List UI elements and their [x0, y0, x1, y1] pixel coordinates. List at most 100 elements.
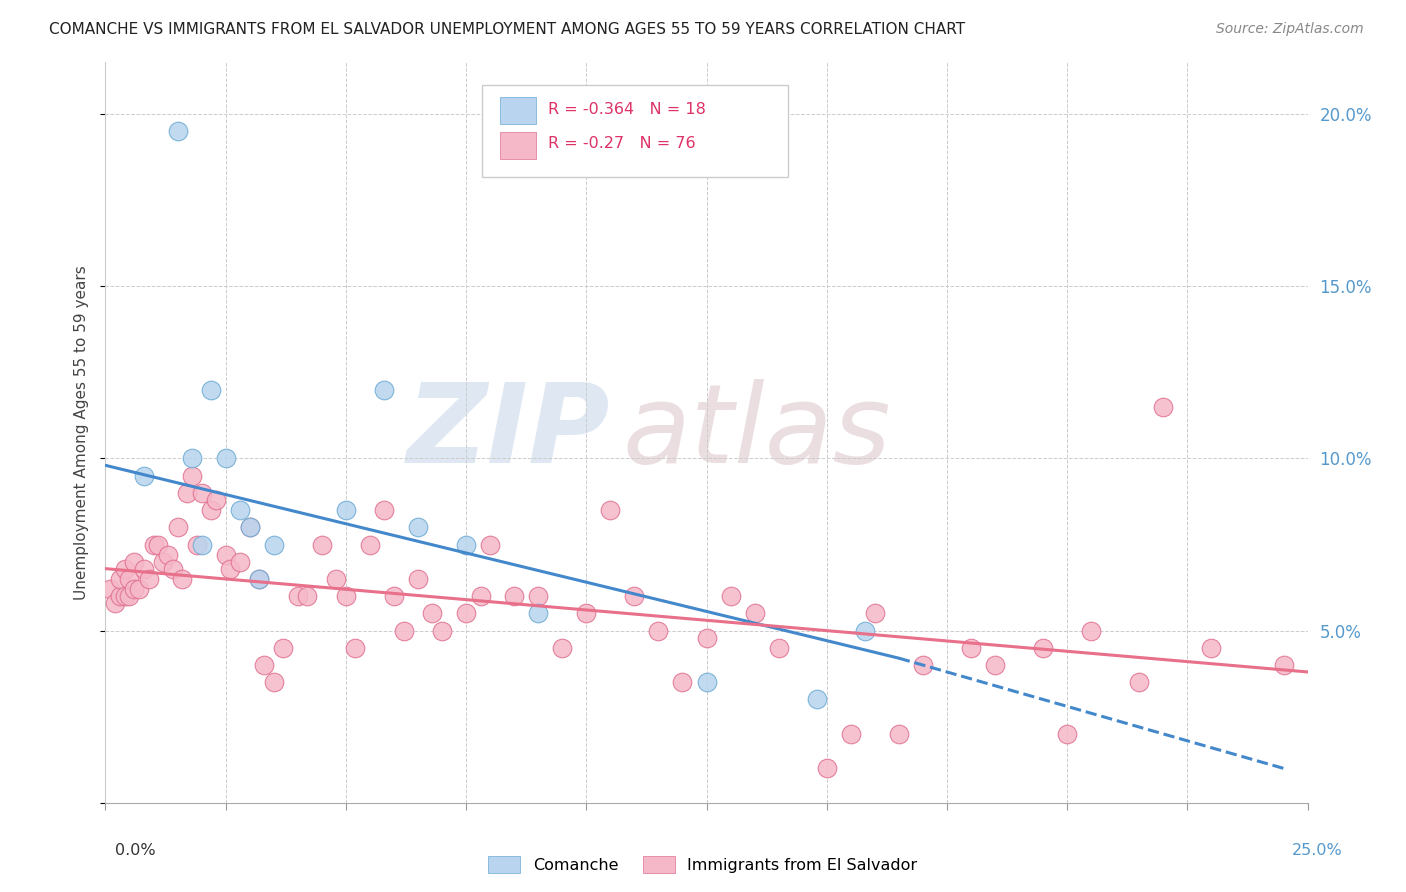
Point: [422, 607, 444, 621]
Point: [1152, 400, 1174, 414]
Point: [128, 582, 150, 597]
Point: [430, 624, 453, 638]
Point: [647, 624, 669, 638]
Point: [181, 451, 204, 466]
Point: [239, 520, 262, 534]
Point: [373, 503, 395, 517]
Point: [186, 537, 208, 551]
Point: [456, 607, 478, 621]
Point: [200, 503, 222, 517]
Point: [1032, 640, 1054, 655]
Point: [114, 589, 136, 603]
Point: [142, 537, 165, 551]
Point: [166, 520, 188, 534]
Point: [456, 537, 478, 551]
Point: [108, 572, 131, 586]
Text: atlas: atlas: [623, 379, 891, 486]
Point: [984, 658, 1007, 673]
Point: [98, 582, 121, 597]
Point: [406, 520, 429, 534]
Point: [392, 624, 415, 638]
Legend: Comanche, Immigrants from El Salvador: Comanche, Immigrants from El Salvador: [488, 856, 918, 873]
Point: [214, 548, 236, 562]
Point: [311, 537, 333, 551]
Y-axis label: Unemployment Among Ages 55 to 59 years: Unemployment Among Ages 55 to 59 years: [75, 265, 90, 600]
Point: [162, 561, 184, 575]
Point: [118, 589, 141, 603]
Point: [863, 607, 886, 621]
Point: [1056, 727, 1078, 741]
Point: [623, 589, 645, 603]
Point: [253, 658, 276, 673]
Point: [382, 589, 405, 603]
Point: [575, 607, 598, 621]
Point: [108, 589, 131, 603]
Point: [176, 486, 198, 500]
Point: [887, 727, 910, 741]
Point: [527, 607, 550, 621]
Point: [853, 624, 876, 638]
Point: [815, 761, 838, 775]
Point: [273, 640, 295, 655]
FancyBboxPatch shape: [482, 85, 789, 178]
Point: [527, 589, 550, 603]
Point: [696, 675, 718, 690]
Point: [132, 561, 155, 575]
Point: [229, 503, 252, 517]
Point: [247, 572, 270, 586]
Point: [239, 520, 262, 534]
Point: [1201, 640, 1223, 655]
Point: [138, 572, 160, 586]
Point: [344, 640, 367, 655]
Point: [960, 640, 983, 655]
Point: [470, 589, 492, 603]
Text: 25.0%: 25.0%: [1292, 843, 1343, 858]
Point: [671, 675, 693, 690]
Point: [359, 537, 381, 551]
Text: ZIP: ZIP: [406, 379, 610, 486]
Point: [297, 589, 319, 603]
Point: [156, 548, 179, 562]
Point: [263, 675, 285, 690]
Point: [479, 537, 502, 551]
Point: [214, 451, 236, 466]
Point: [406, 572, 429, 586]
Point: [114, 561, 136, 575]
Point: [172, 572, 194, 586]
Point: [263, 537, 285, 551]
Text: 0.0%: 0.0%: [115, 843, 156, 858]
Point: [806, 692, 828, 706]
Point: [190, 486, 212, 500]
Point: [911, 658, 934, 673]
Bar: [499, 97, 536, 124]
Point: [1128, 675, 1150, 690]
Point: [181, 468, 204, 483]
Point: [1080, 624, 1102, 638]
Point: [599, 503, 621, 517]
Point: [335, 589, 357, 603]
Point: [132, 468, 155, 483]
Point: [152, 555, 174, 569]
Point: [373, 383, 395, 397]
Bar: [499, 132, 536, 159]
Point: [768, 640, 790, 655]
Text: Source: ZipAtlas.com: Source: ZipAtlas.com: [1216, 22, 1364, 37]
Point: [696, 631, 718, 645]
Point: [839, 727, 862, 741]
Point: [1272, 658, 1295, 673]
Point: [205, 492, 228, 507]
Point: [551, 640, 574, 655]
Point: [503, 589, 526, 603]
Point: [720, 589, 742, 603]
Point: [287, 589, 309, 603]
Point: [247, 572, 270, 586]
Text: R = -0.27   N = 76: R = -0.27 N = 76: [548, 136, 696, 152]
Point: [148, 537, 170, 551]
Text: COMANCHE VS IMMIGRANTS FROM EL SALVADOR UNEMPLOYMENT AMONG AGES 55 TO 59 YEARS C: COMANCHE VS IMMIGRANTS FROM EL SALVADOR …: [49, 22, 966, 37]
Point: [190, 537, 212, 551]
Point: [335, 503, 357, 517]
Point: [166, 124, 188, 138]
Point: [744, 607, 766, 621]
Text: R = -0.364   N = 18: R = -0.364 N = 18: [548, 102, 706, 117]
Point: [219, 561, 242, 575]
